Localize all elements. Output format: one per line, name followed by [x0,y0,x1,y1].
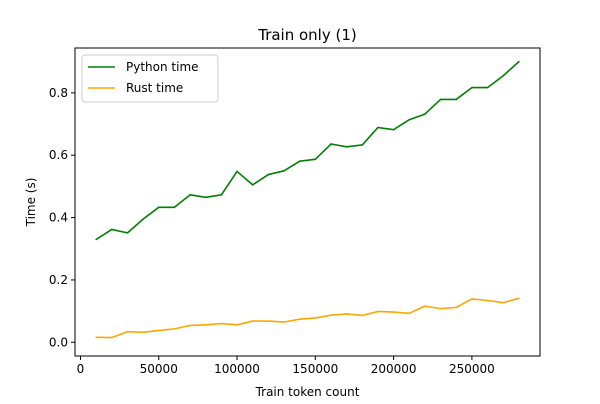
data-point [471,298,473,300]
data-point [502,301,505,304]
data-point [110,336,113,339]
series-line-rust [96,297,520,339]
x-axis-label: Train token count [255,385,360,399]
data-point [204,324,207,326]
data-point [283,321,285,323]
data-point [408,312,411,315]
legend-label-python: Python time [126,60,199,74]
data-point [189,324,191,327]
data-point [345,146,348,148]
data-point [439,98,442,101]
x-tick-label: 100000 [214,362,260,376]
x-tick-label: 0 [77,362,85,376]
data-point [251,184,254,186]
data-point [314,317,317,319]
data-point [298,318,301,321]
data-point [424,305,426,307]
data-point [502,74,505,77]
data-point [486,299,489,302]
data-point [95,336,97,339]
data-point [204,196,207,199]
data-point [173,328,176,330]
x-tick-label: 250000 [449,362,495,376]
data-point [330,143,332,145]
data-point [298,160,301,162]
data-point [439,307,442,310]
data-point [157,329,160,332]
data-point [220,194,223,196]
plot-area [74,47,541,357]
data-point [455,306,458,309]
series-line-python [95,61,520,241]
data-point [345,313,348,315]
series-layer [95,60,520,339]
data-point [408,118,411,121]
x-tick-label: 200000 [371,362,417,376]
y-tick-label: 0.8 [49,86,68,100]
data-point [392,128,395,131]
y-tick-label: 0.0 [49,335,68,349]
chart-title: Train only (1) [257,26,357,44]
data-point [424,113,426,115]
data-point [455,98,458,101]
data-point [126,232,129,234]
data-point [189,194,191,196]
data-point [110,228,113,231]
data-point [377,310,379,313]
data-point [220,322,223,325]
y-tick-label: 0.6 [49,148,68,162]
x-tick-label: 50000 [140,362,178,376]
y-tick-label: 0.4 [49,211,68,225]
y-axis-label: Time (s) [24,178,38,228]
data-point [142,218,144,220]
data-point [236,170,238,173]
y-tick-label: 0.2 [49,273,68,287]
x-tick-label: 150000 [292,362,338,376]
data-point [377,126,379,129]
data-point [126,330,129,333]
data-point [283,170,285,172]
legend-label-rust: Rust time [126,81,183,95]
data-point [267,173,270,176]
data-point [173,206,176,209]
legend-box [81,54,219,103]
data-point [361,144,364,146]
data-point [330,314,332,316]
y-axis: 0.0 0.2 0.4 0.6 0.8 [49,86,75,349]
data-point [251,320,254,322]
data-point [157,206,160,209]
legend: Python time Rust time [81,54,219,103]
data-point [95,238,97,241]
data-point [236,324,238,326]
data-point [518,297,520,300]
data-point [518,60,520,63]
data-point [392,311,395,313]
data-point [471,86,473,89]
x-axis: 0 50000 100000 150000 200000 250000 [77,356,495,376]
data-point [361,314,364,317]
plot-frame [74,47,541,357]
data-point [486,86,489,89]
data-point [314,158,317,161]
data-point [267,320,270,322]
data-point [142,331,144,334]
